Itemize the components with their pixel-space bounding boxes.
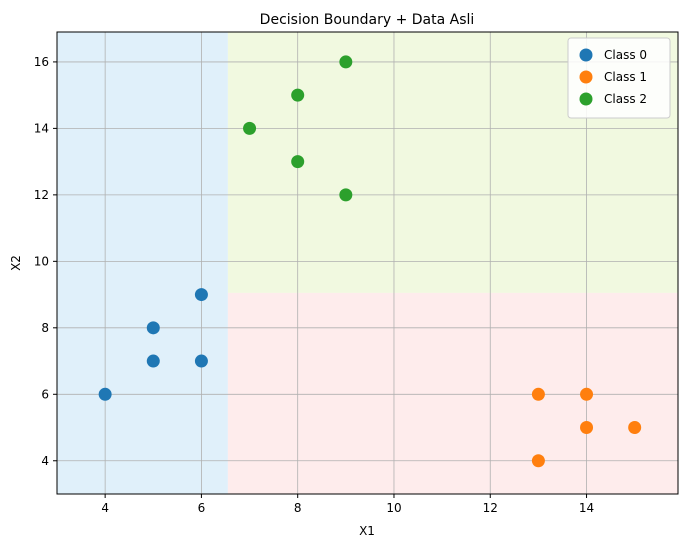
y-tick-label: 12 <box>34 188 49 202</box>
decision-region-class-1 <box>227 292 678 494</box>
legend-marker-class-1 <box>579 70 593 84</box>
x-tick-label: 4 <box>101 501 109 515</box>
y-tick-label: 8 <box>41 321 49 335</box>
legend-marker-class-0 <box>579 48 593 62</box>
y-tick-label: 10 <box>34 254 49 268</box>
x-axis-label: X1 <box>359 524 375 538</box>
legend-label: Class 0 <box>604 48 647 62</box>
data-point-class-2 <box>291 88 305 102</box>
data-point-class-2 <box>243 121 257 135</box>
y-axis-label: X2 <box>9 255 23 271</box>
x-tick-label: 10 <box>386 501 401 515</box>
data-point-class-0 <box>194 288 208 302</box>
x-axis-ticks: 4 6 8 10 12 14 <box>101 494 594 515</box>
x-tick-label: 6 <box>198 501 206 515</box>
y-tick-label: 6 <box>41 387 49 401</box>
y-tick-label: 14 <box>34 121 49 135</box>
data-points <box>98 55 642 468</box>
x-tick-label: 14 <box>579 501 594 515</box>
y-tick-label: 4 <box>41 454 49 468</box>
y-axis-ticks: 4 6 8 10 12 14 16 <box>34 55 57 468</box>
decision-region-class-0 <box>57 32 228 494</box>
plot-frame <box>56 31 679 495</box>
data-point-class-0 <box>146 321 160 335</box>
legend: Class 0 Class 1 Class 2 <box>567 37 671 119</box>
grid-lines <box>57 32 678 494</box>
data-point-class-1 <box>531 387 545 401</box>
data-point-class-0 <box>194 354 208 368</box>
data-point-class-1 <box>580 387 594 401</box>
data-point-class-2 <box>339 55 353 69</box>
legend-marker-class-2 <box>579 92 593 106</box>
data-point-class-0 <box>146 354 160 368</box>
legend-box <box>567 37 671 119</box>
x-tick-label: 12 <box>483 501 498 515</box>
legend-label: Class 2 <box>604 92 647 106</box>
data-point-class-1 <box>531 454 545 468</box>
y-tick-label: 16 <box>34 55 49 69</box>
chart-title: Decision Boundary + Data Asli <box>260 12 475 28</box>
data-point-class-1 <box>628 421 642 435</box>
legend-label: Class 1 <box>604 70 647 84</box>
data-point-class-1 <box>580 421 594 435</box>
data-point-class-2 <box>339 188 353 202</box>
x-tick-label: 8 <box>294 501 302 515</box>
data-point-class-0 <box>98 387 112 401</box>
data-point-class-2 <box>291 155 305 169</box>
